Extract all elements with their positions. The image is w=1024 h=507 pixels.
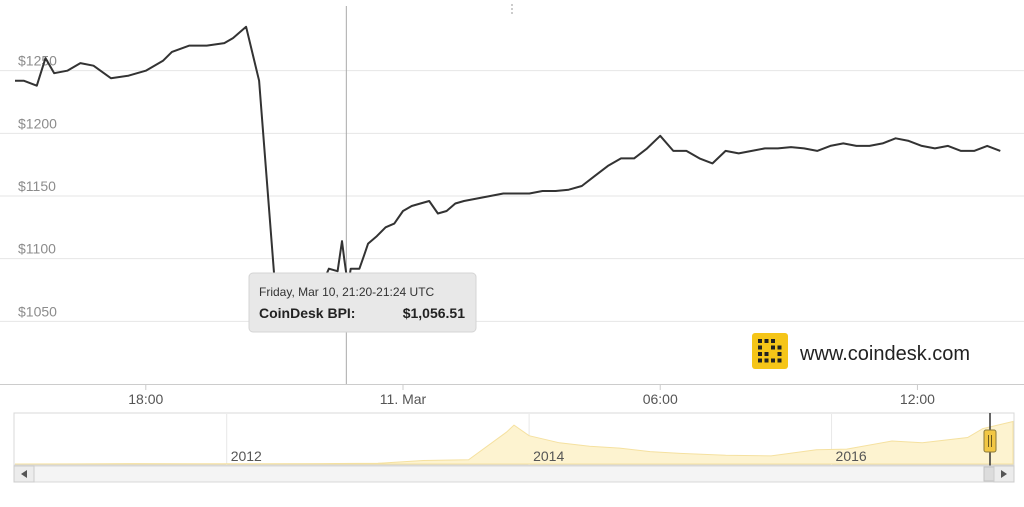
y-tick-label: $1100 (18, 241, 56, 257)
scroll-right-arrow-icon (1001, 470, 1007, 478)
scrollbar-thumb[interactable] (983, 466, 995, 482)
y-tick-label: $1050 (18, 303, 57, 319)
navigator-labels: 2012 2014 2016 (231, 448, 867, 464)
logo-dot (771, 358, 775, 363)
logo-dot (758, 339, 762, 343)
logo-dot (764, 352, 769, 356)
navigator-handle[interactable] (983, 429, 997, 453)
logo-dot (764, 358, 769, 363)
navigator-year-label: 2016 (836, 448, 867, 464)
logo-dot (758, 345, 762, 350)
scrollbar-track[interactable] (13, 465, 1015, 483)
x-tick-label: 18:00 (128, 391, 163, 407)
brand[interactable]: www.coindesk.com (752, 333, 970, 369)
x-tick-label: 12:00 (900, 391, 935, 407)
scroll-left-arrow-icon (21, 470, 27, 478)
logo-dots (758, 339, 782, 363)
tooltip-label: CoinDesk BPI: (259, 305, 355, 321)
logo-dot (764, 339, 769, 343)
logo-dot (758, 358, 762, 363)
x-axis-ticks: 18:00 11. Mar 06:00 12:00 (128, 384, 935, 407)
navigator-handle-grip[interactable] (983, 429, 997, 453)
navigator[interactable]: 2012 2014 2016 (13, 412, 1015, 466)
price-line (15, 25, 1001, 315)
tooltip-box (248, 272, 477, 333)
coindesk-logo-icon (752, 333, 788, 369)
logo-dot (777, 345, 782, 350)
logo-dot (777, 352, 782, 356)
x-tick-label: 06:00 (643, 391, 678, 407)
logo-dot (771, 345, 775, 350)
y-axis-ticks: $1050 $1100 $1150 $1200 $1250 (18, 53, 57, 320)
y-tick-label: $1250 (18, 53, 57, 69)
y-tick-label: $1150 (18, 178, 56, 194)
y-tick-label: $1200 (18, 115, 57, 131)
tooltip-time: Friday, Mar 10, 21:20-21:24 UTC (259, 285, 435, 299)
logo-dot (758, 352, 762, 356)
brand-url[interactable]: www.coindesk.com (799, 343, 970, 365)
logo-dot (777, 358, 782, 363)
navigator-year-label: 2012 (231, 448, 262, 464)
navigator-area (14, 420, 1014, 465)
tooltip-value: $1,056.51 (403, 305, 465, 321)
x-tick-label: 11. Mar (380, 391, 427, 407)
scrollbar[interactable] (13, 465, 1015, 483)
navigator-year-label: 2014 (533, 448, 564, 464)
grid-lines (0, 70, 1024, 322)
logo-dot (771, 339, 775, 343)
tooltip: Friday, Mar 10, 21:20-21:24 UTC CoinDesk… (248, 272, 477, 333)
